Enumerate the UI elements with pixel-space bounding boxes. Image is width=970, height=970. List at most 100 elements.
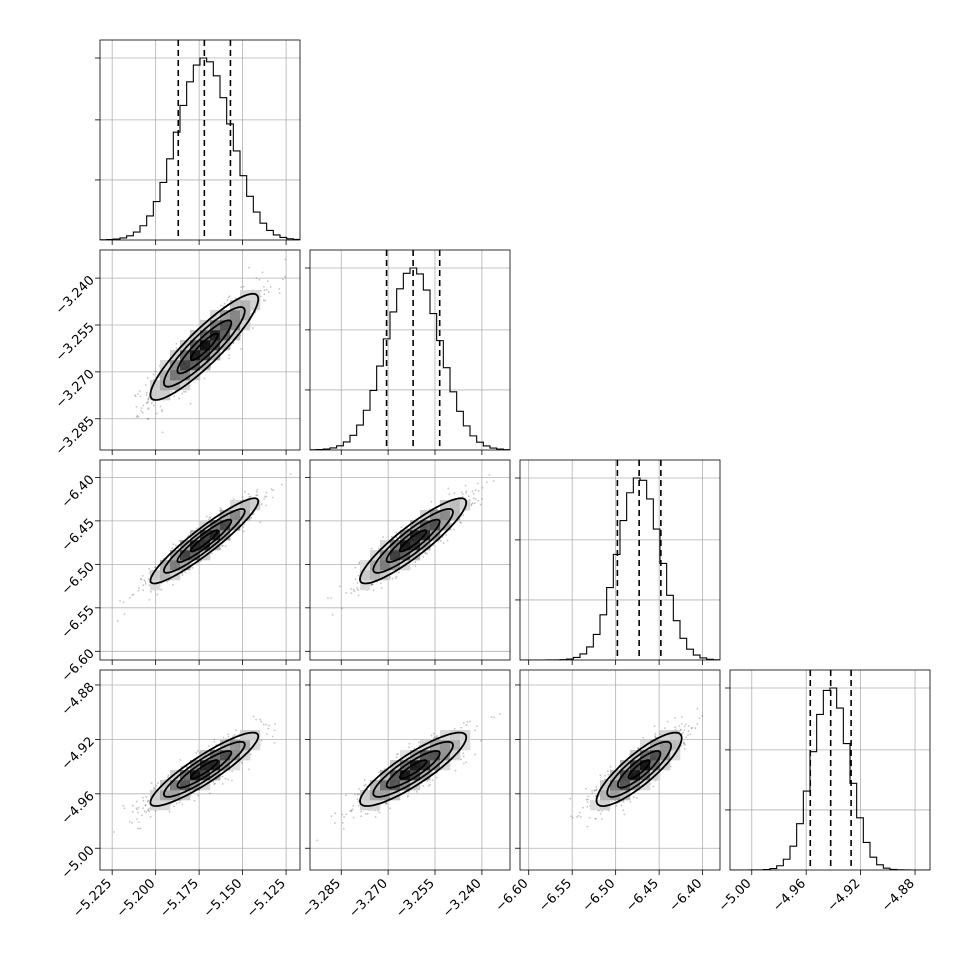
scatter-point <box>330 815 333 818</box>
scatter-point <box>147 418 149 421</box>
scatter-point <box>338 585 341 588</box>
scatter-point <box>256 489 259 491</box>
scatter-point <box>395 575 398 578</box>
scatter-point <box>435 508 438 511</box>
scatter-point <box>233 734 236 736</box>
scatter-point <box>154 370 157 373</box>
y-tick-label: −4.96 <box>59 789 98 828</box>
scatter-point <box>352 588 355 591</box>
contour-1 <box>176 750 233 789</box>
density-cell <box>240 310 251 321</box>
scatter-point <box>408 746 410 749</box>
scatter-point <box>462 721 465 724</box>
scatter-point <box>224 545 227 548</box>
scatter-point <box>154 810 157 812</box>
scatter-point <box>432 540 435 542</box>
density-cell <box>250 730 261 741</box>
density-cell <box>440 750 451 761</box>
scatter-point <box>469 720 472 723</box>
scatter-point <box>136 808 138 811</box>
panel-3-1: −3.285 −3.270 −3.255 −3.240 <box>299 669 511 921</box>
scatter-point <box>435 736 438 739</box>
scatter-point <box>212 780 215 783</box>
scatter-point <box>345 813 348 816</box>
scatter-point <box>259 718 262 721</box>
scatter-point <box>181 803 184 806</box>
scatter-point <box>250 517 253 519</box>
scatter-point <box>265 495 268 498</box>
scatter-point <box>459 521 462 524</box>
scatter-point <box>135 800 138 803</box>
density-cell <box>230 510 241 521</box>
scatter-point <box>255 490 258 493</box>
scatter-point <box>240 286 243 289</box>
density-cell <box>200 320 211 331</box>
panel-2-2 <box>515 459 721 665</box>
density-cell <box>180 370 191 381</box>
scatter-point <box>465 490 468 493</box>
scatter-point <box>258 278 261 281</box>
density-cell <box>220 340 231 351</box>
scatter-point <box>225 738 228 741</box>
density-cell <box>240 510 251 521</box>
scatter-point <box>148 584 151 587</box>
panel-frame <box>309 249 511 451</box>
contour-3 <box>149 497 260 585</box>
density-cell <box>400 530 411 541</box>
scatter-point <box>273 729 276 732</box>
scatter-point <box>137 415 140 418</box>
scatter-point <box>178 801 181 804</box>
scatter-point <box>377 771 380 774</box>
scatter-point <box>474 489 477 492</box>
scatter-point <box>390 535 393 538</box>
scatter-point <box>470 504 473 507</box>
contour-2 <box>372 507 454 574</box>
scatter-point <box>210 552 213 555</box>
density-cell <box>440 500 451 511</box>
scatter-point <box>450 528 452 531</box>
density-cell <box>420 510 431 521</box>
contour-1 <box>176 319 233 375</box>
scatter-point <box>284 258 287 261</box>
scatter-point <box>460 758 462 761</box>
scatter-point <box>228 354 231 357</box>
scatter-point <box>144 804 147 807</box>
x-tick-label: −5.150 <box>201 876 246 921</box>
scatter-point <box>203 377 206 380</box>
scatter-point <box>214 782 217 785</box>
scatter-point <box>465 492 467 494</box>
scatter-point <box>141 574 144 577</box>
scatter-point <box>595 788 598 791</box>
scatter-point <box>430 500 433 503</box>
scatter-point <box>259 521 262 524</box>
scatter-point <box>471 502 474 505</box>
y-tick-label: −5.00 <box>59 843 98 882</box>
density-cell <box>430 520 441 531</box>
scatter-point <box>354 578 357 581</box>
x-tick-label: −5.125 <box>244 876 289 921</box>
scatter-point <box>454 769 457 772</box>
density-cell <box>230 750 241 761</box>
scatter-point <box>435 776 438 779</box>
x-tick-label: −3.240 <box>440 876 485 921</box>
scatter-point <box>683 725 686 728</box>
scatter-point <box>460 726 463 729</box>
scatter-point <box>269 286 272 288</box>
scatter-point <box>145 811 148 813</box>
density-cell <box>250 290 261 301</box>
scatter-point <box>264 299 266 302</box>
scatter-point <box>248 266 250 269</box>
density-cell <box>390 780 401 791</box>
scatter-point <box>140 407 143 409</box>
scatter-point <box>353 590 356 593</box>
scatter-point <box>148 567 151 570</box>
scatter-point <box>134 394 136 397</box>
scatter-point <box>481 486 484 489</box>
density-cell <box>200 750 211 761</box>
scatter-point <box>396 753 399 755</box>
scatter-point <box>461 493 464 496</box>
panel-1-1 <box>305 249 511 455</box>
scatter-point <box>199 560 202 563</box>
scatter-point <box>195 752 198 754</box>
density-cell <box>380 570 391 581</box>
